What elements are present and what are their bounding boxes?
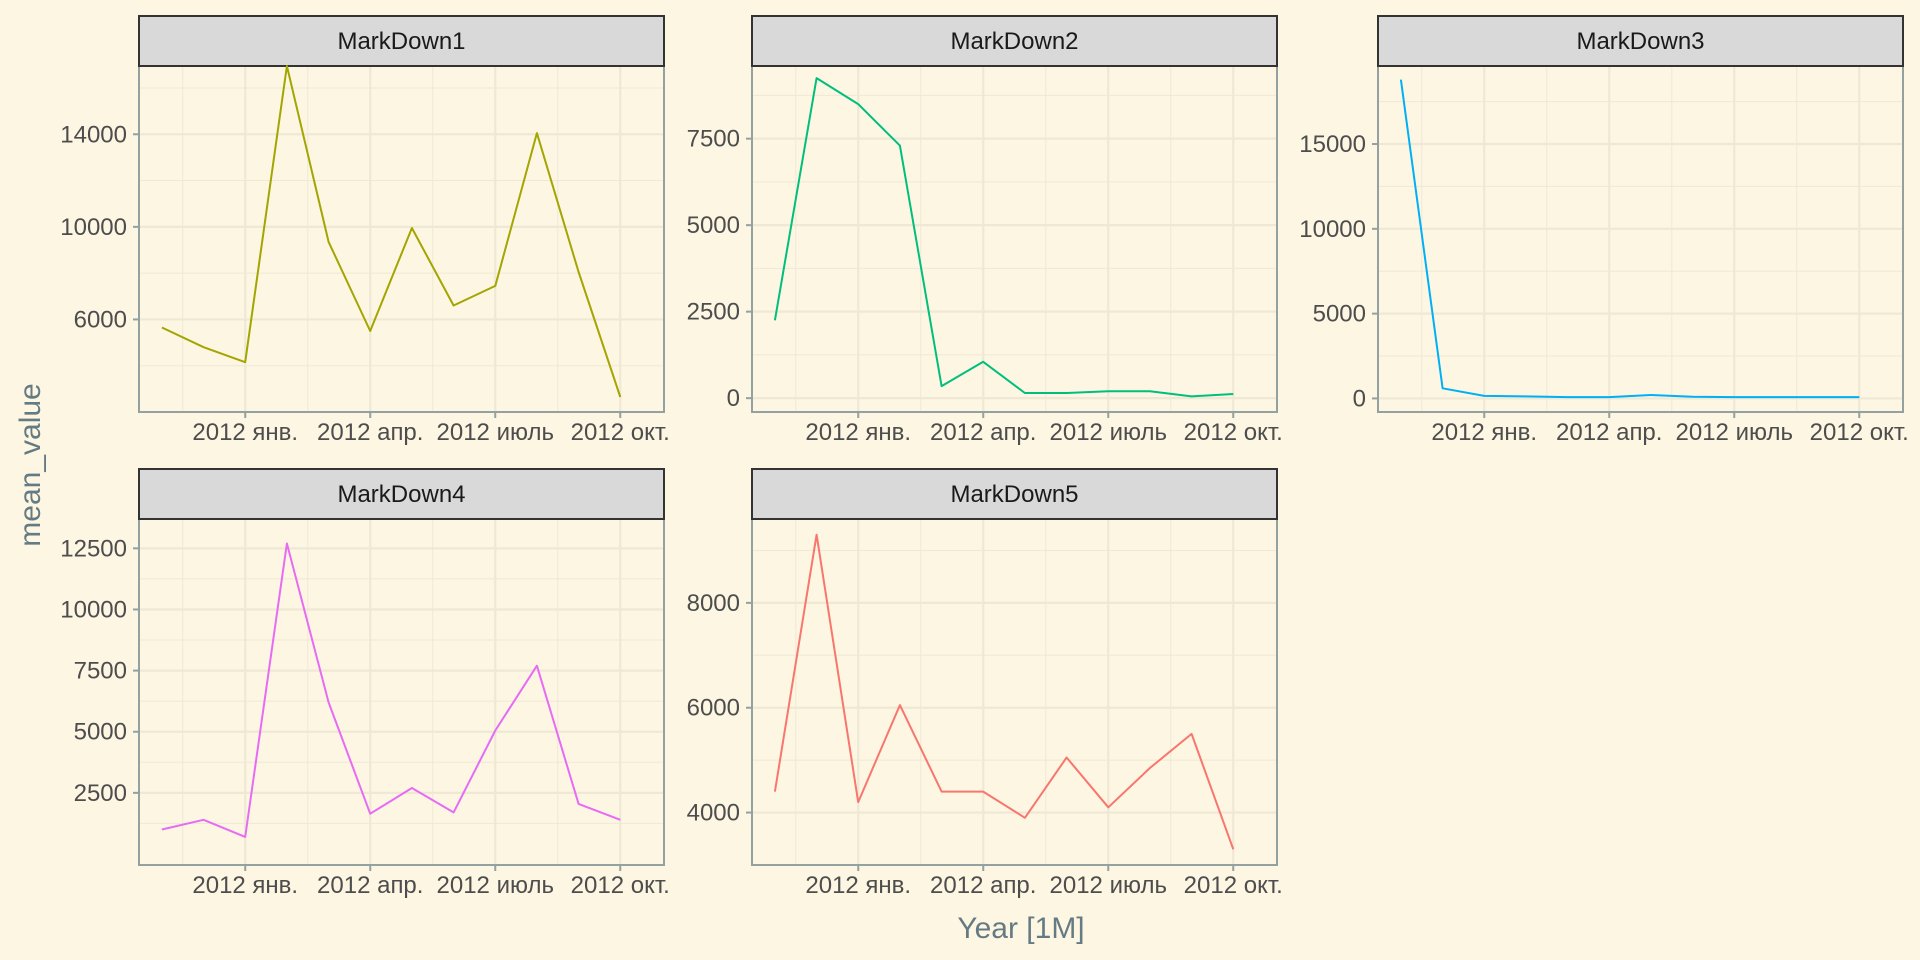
facet-strip — [751, 15, 1278, 67]
x-tick-label: 2012 апр. — [1556, 419, 1662, 446]
facet-strip-label: MarkDown4 — [337, 481, 465, 508]
facet-strip-label: MarkDown2 — [950, 28, 1078, 55]
facet-strip-label: MarkDown3 — [1576, 28, 1704, 55]
x-axis-title: Year [1M] — [957, 912, 1084, 945]
y-tick-label: 2500 — [687, 299, 740, 326]
x-tick-label: 2012 янв. — [805, 419, 911, 446]
x-tick-label: 2012 июль — [437, 419, 554, 446]
y-tick-label: 7500 — [687, 126, 740, 153]
facet-strip-label: MarkDown5 — [950, 481, 1078, 508]
y-tick-label: 8000 — [687, 590, 740, 617]
x-tick-label: 2012 окт. — [571, 872, 670, 899]
y-tick-label: 0 — [1353, 385, 1366, 412]
x-tick-label: 2012 янв. — [192, 872, 298, 899]
x-tick-label: 2012 июль — [1676, 419, 1793, 446]
x-tick-label: 2012 окт. — [571, 419, 670, 446]
facet-strip — [751, 468, 1278, 520]
y-tick-label: 6000 — [687, 695, 740, 722]
y-tick-label: 14000 — [60, 121, 127, 148]
facet-strip — [1377, 15, 1904, 67]
x-tick-label: 2012 апр. — [317, 872, 423, 899]
facet-panels: MarkDown1 6000 10000 14000 2012 янв. 2012 апр… — [60, 15, 1909, 899]
y-tick-label: 5000 — [687, 212, 740, 239]
x-tick-label: 2012 окт. — [1810, 419, 1909, 446]
panel-background — [752, 66, 1277, 412]
panel-background — [752, 519, 1277, 865]
x-tick-label: 2012 апр. — [930, 419, 1036, 446]
facet-panel-2: MarkDown2 0 2500 5000 7500 2012 янв. 2012 апр.… — [687, 15, 1283, 446]
x-tick-label: 2012 апр. — [317, 419, 423, 446]
facet-panel-1: MarkDown1 6000 10000 14000 2012 янв. 2012 апр… — [60, 15, 670, 446]
x-tick-label: 2012 июль — [1050, 872, 1167, 899]
x-tick-label: 2012 янв. — [192, 419, 298, 446]
series-line-markdown4 — [161, 542, 621, 838]
y-tick-label: 7500 — [74, 658, 127, 685]
y-tick-label: 0 — [727, 385, 740, 412]
panel-background — [139, 66, 664, 412]
x-tick-label: 2012 окт. — [1184, 419, 1283, 446]
facet-strip-label: MarkDown1 — [337, 28, 465, 55]
y-tick-label: 5000 — [1313, 301, 1366, 328]
series-line-markdown2 — [773, 77, 1234, 398]
facet-panel-3: MarkDown3 0 5000 10000 15000 2012 янв. 2012 ап… — [1299, 15, 1909, 446]
series-line-markdown5 — [773, 533, 1235, 850]
facet-strip — [138, 468, 665, 520]
facet-panel-4: MarkDown4 2500 5000 7500 10000 12500 2012 янв.… — [60, 468, 670, 899]
panel-background — [1378, 66, 1903, 412]
y-tick-label: 15000 — [1299, 131, 1366, 158]
y-tick-label: 10000 — [60, 214, 127, 241]
y-tick-label: 12500 — [60, 535, 127, 562]
y-tick-label: 10000 — [60, 596, 127, 623]
x-tick-label: 2012 июль — [437, 872, 554, 899]
facet-panel-5: MarkDown5 4000 6000 8000 2012 янв. 2012 апр. 2… — [687, 468, 1283, 899]
facet-strip — [138, 15, 665, 67]
series-line-markdown1 — [161, 65, 622, 398]
x-tick-label: 2012 янв. — [1431, 419, 1537, 446]
y-tick-label: 2500 — [74, 780, 127, 807]
y-tick-label: 5000 — [74, 719, 127, 746]
y-axis-title: mean_value — [14, 383, 47, 546]
panel-background — [139, 519, 664, 865]
y-tick-label: 4000 — [687, 800, 740, 827]
x-tick-label: 2012 окт. — [1184, 872, 1283, 899]
y-tick-label: 6000 — [74, 306, 127, 333]
x-tick-label: 2012 июль — [1050, 419, 1167, 446]
series-line-markdown3 — [1399, 79, 1860, 399]
x-tick-label: 2012 янв. — [805, 872, 911, 899]
x-tick-label: 2012 апр. — [930, 872, 1036, 899]
y-tick-label: 10000 — [1299, 216, 1366, 243]
